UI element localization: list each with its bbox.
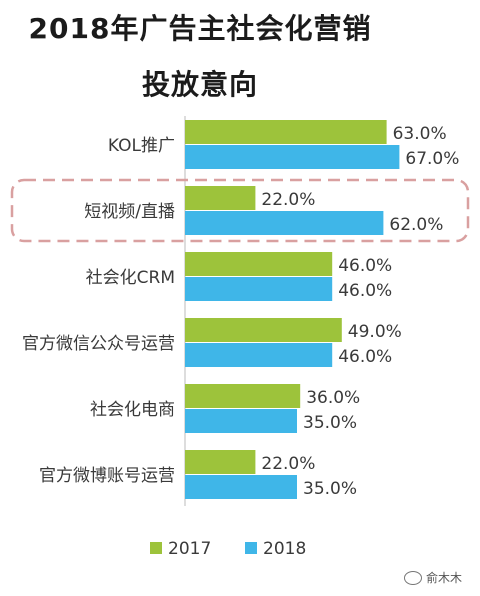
legend-swatch-2018 — [245, 542, 257, 554]
watermark: 俞木木 — [403, 569, 462, 586]
bar-2017 — [185, 384, 301, 408]
data-label-2017: 63.0% — [393, 124, 447, 144]
data-label-2018: 35.0% — [303, 479, 357, 499]
data-label-2017: 22.0% — [261, 454, 315, 474]
data-label-2018: 46.0% — [338, 347, 392, 367]
data-label-2018: 35.0% — [303, 413, 357, 433]
data-label-2018: 46.0% — [338, 281, 392, 301]
data-label-2018: 62.0% — [389, 215, 443, 235]
bar-2018 — [185, 475, 297, 499]
bar-2017 — [185, 450, 256, 474]
category-label: 社会化CRM — [86, 268, 175, 288]
data-label-2018: 67.0% — [405, 149, 459, 169]
legend-label-2018: 2018 — [263, 539, 306, 559]
bar-2017 — [185, 120, 387, 144]
bar-2018 — [185, 211, 384, 235]
highlight-box — [10, 178, 470, 243]
chart-title-line2: 投放意向 — [141, 68, 258, 101]
bar-2017 — [185, 186, 256, 210]
bar-2017 — [185, 318, 342, 342]
category-label: 社会化电商 — [90, 400, 175, 420]
bar-2018 — [185, 277, 333, 301]
data-label-2017: 22.0% — [261, 190, 315, 210]
legend-swatch-2017 — [150, 542, 162, 554]
bar-2018 — [185, 409, 297, 433]
data-label-2017: 49.0% — [348, 322, 402, 342]
bar-2017 — [185, 252, 333, 276]
bar-2018 — [185, 343, 333, 367]
category-label: 官方微信公众号运营 — [22, 334, 175, 354]
legend-label-2017: 2017 — [168, 539, 211, 559]
data-label-2017: 46.0% — [338, 256, 392, 276]
watermark-text: 俞木木 — [425, 571, 462, 585]
data-label-2017: 36.0% — [306, 388, 360, 408]
chart-title-line1: 2018年广告主社会化营销 — [28, 12, 372, 45]
category-label: 官方微博账号运营 — [39, 466, 175, 486]
wechat-icon — [403, 570, 422, 585]
category-label: 短视频/直播 — [84, 202, 175, 222]
bar-2018 — [185, 145, 400, 169]
category-label: KOL推广 — [108, 136, 175, 156]
